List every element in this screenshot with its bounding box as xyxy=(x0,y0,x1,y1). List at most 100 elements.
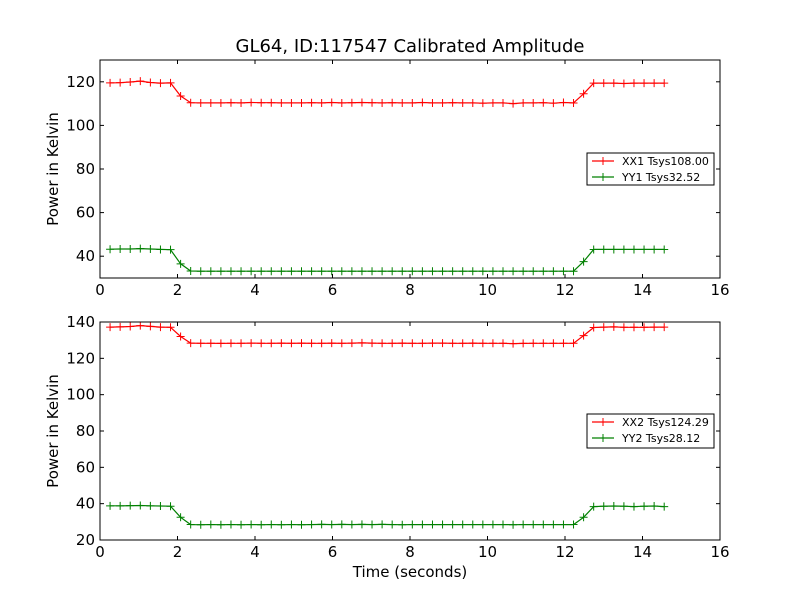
data-point xyxy=(519,339,528,348)
data-point xyxy=(368,98,377,107)
data-point xyxy=(599,245,608,254)
data-point xyxy=(468,339,477,348)
data-point xyxy=(408,520,417,529)
data-point xyxy=(196,339,205,348)
data-point xyxy=(116,245,125,254)
data-point xyxy=(509,99,518,108)
data-point xyxy=(206,98,215,107)
data-point xyxy=(156,245,165,254)
data-point xyxy=(378,520,387,529)
x-tick-label: 6 xyxy=(328,543,338,561)
data-point xyxy=(519,520,528,529)
data-point xyxy=(529,339,538,348)
data-point xyxy=(126,322,135,331)
data-point xyxy=(569,520,578,529)
data-point xyxy=(327,267,336,276)
data-point xyxy=(559,98,568,107)
y-axis-title: Power in Kelvin xyxy=(44,374,62,488)
data-point xyxy=(368,339,377,348)
data-point xyxy=(549,267,558,276)
data-point xyxy=(277,267,286,276)
x-tick-label: 14 xyxy=(633,281,652,299)
data-point xyxy=(216,520,225,529)
data-point xyxy=(337,520,346,529)
data-point xyxy=(539,98,548,107)
data-point xyxy=(499,520,507,529)
y-tick-label: 40 xyxy=(76,495,95,513)
data-point xyxy=(539,267,548,276)
legend-marker xyxy=(599,418,607,426)
data-point xyxy=(579,89,588,98)
data-point xyxy=(196,98,205,107)
data-point xyxy=(388,267,397,276)
data-point xyxy=(146,245,155,254)
data-point xyxy=(619,502,628,511)
data-point xyxy=(267,267,276,276)
data-point xyxy=(317,267,326,276)
data-point xyxy=(136,321,145,330)
data-point xyxy=(186,98,195,107)
data-point xyxy=(549,339,558,348)
data-point xyxy=(589,502,598,511)
data-point xyxy=(126,78,135,87)
data-point xyxy=(398,520,407,529)
x-tick-label: 8 xyxy=(405,543,415,561)
data-point xyxy=(509,339,518,348)
data-point xyxy=(277,520,286,529)
data-point xyxy=(378,98,387,107)
data-point xyxy=(408,339,417,348)
data-point xyxy=(267,339,276,348)
x-tick-label: 6 xyxy=(328,281,338,299)
data-point xyxy=(640,245,649,254)
data-point xyxy=(257,520,266,529)
data-point xyxy=(458,520,467,529)
data-point xyxy=(297,98,306,107)
data-point xyxy=(478,339,487,348)
data-point xyxy=(247,267,256,276)
data-point xyxy=(237,267,246,276)
legend-marker xyxy=(599,157,607,165)
y-tick-label: 120 xyxy=(66,73,95,91)
x-tick-label: 16 xyxy=(710,281,729,299)
data-point xyxy=(579,257,588,266)
figure-title: GL64, ID:117547 Calibrated Amplitude xyxy=(236,36,585,57)
data-point xyxy=(609,322,618,331)
y-tick-label: 80 xyxy=(76,160,95,178)
data-point xyxy=(277,98,286,107)
x-tick-label: 4 xyxy=(250,281,260,299)
data-point xyxy=(156,323,165,332)
data-point xyxy=(347,339,356,348)
data-point xyxy=(126,245,135,254)
data-point xyxy=(499,267,507,276)
data-point xyxy=(468,520,477,529)
data-point xyxy=(650,502,659,511)
data-point xyxy=(478,99,487,108)
x-tick-label: 0 xyxy=(95,543,105,561)
data-point xyxy=(176,513,185,522)
data-point xyxy=(267,520,276,529)
x-tick-label: 10 xyxy=(478,281,497,299)
data-point xyxy=(166,78,175,87)
data-point xyxy=(539,520,548,529)
legend-label: YY1 Tsys32.52 xyxy=(621,171,700,184)
x-tick-label: 10 xyxy=(478,543,497,561)
data-point xyxy=(206,267,215,276)
data-point xyxy=(337,98,346,107)
data-point xyxy=(156,502,165,511)
data-point xyxy=(569,339,578,348)
data-point xyxy=(287,267,296,276)
data-point xyxy=(428,267,437,276)
data-point xyxy=(327,520,336,529)
y-tick-label: 60 xyxy=(76,458,95,476)
data-point xyxy=(206,520,215,529)
data-point xyxy=(378,267,387,276)
data-point xyxy=(226,98,235,107)
data-point xyxy=(619,323,628,332)
data-point xyxy=(650,245,659,254)
y-tick-label: 140 xyxy=(66,313,95,331)
legend-label: XX1 Tsys108.00 xyxy=(622,155,709,168)
data-point xyxy=(347,520,356,529)
data-point xyxy=(237,339,246,348)
data-point xyxy=(216,339,225,348)
